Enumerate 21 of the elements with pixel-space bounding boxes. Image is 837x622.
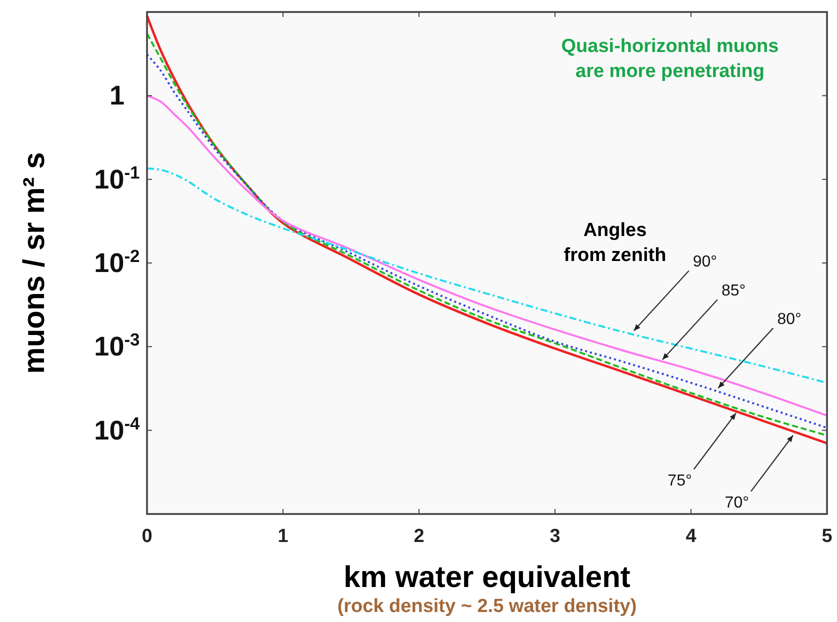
x-tick-label: 4 (686, 526, 697, 547)
y-axis-title: muons / sr m² s (18, 152, 51, 374)
annotation: Quasi-horizontal muons are more penetrating (561, 36, 779, 82)
x-tick-label: 1 (278, 526, 289, 547)
annotation: Angles from zenith (564, 220, 666, 266)
annotation: 70° (724, 494, 749, 512)
y-tick-label: 10$^{-4}$ (94, 413, 140, 446)
x-tick-label: 0 (142, 526, 152, 547)
y-tick-label: 10$^{-1}$ (94, 162, 140, 194)
annotation: 90° (692, 254, 718, 271)
x-axis-title: km water equivalent (344, 561, 630, 594)
x-tick-label: 2 (414, 526, 424, 547)
annotation: 75° (668, 472, 692, 490)
x-tick-label: 3 (550, 526, 560, 547)
annotation: 85° (721, 282, 746, 300)
x-tick-label: 5 (822, 526, 833, 547)
y-tick-label: 10$^{-2}$ (94, 246, 140, 278)
annotation: 80° (777, 311, 802, 328)
y-tick-label: 10$^{-3}$ (94, 330, 140, 362)
text: (rock density ~ 2.5 water density) (337, 596, 637, 617)
y-tick-label: 1 (109, 80, 125, 111)
